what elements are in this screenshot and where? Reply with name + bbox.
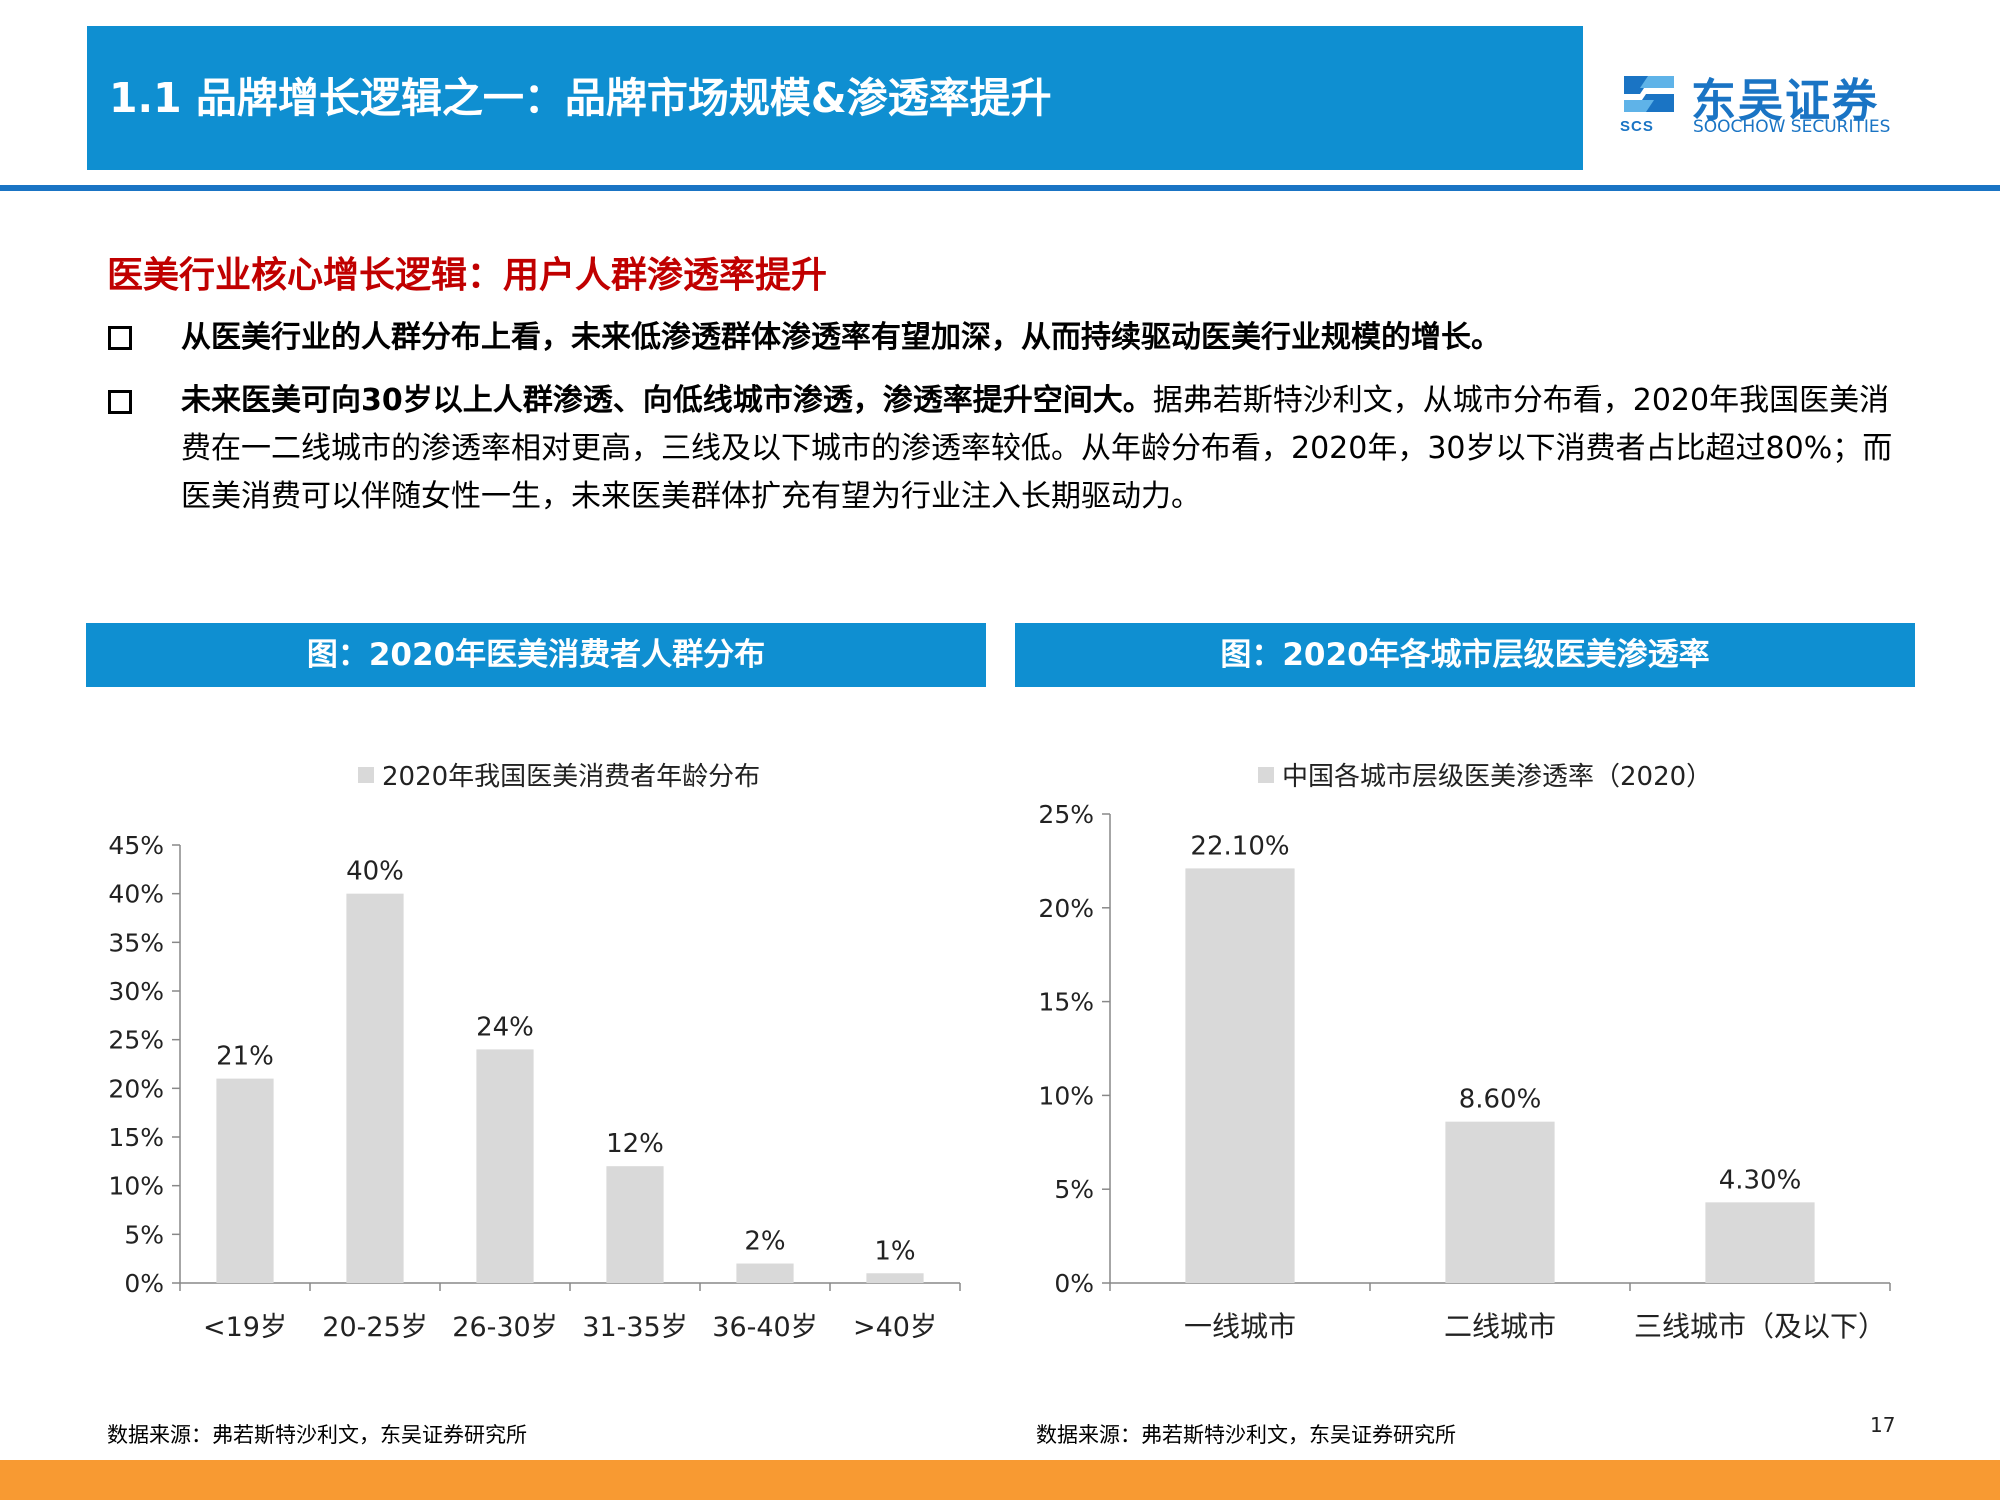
y-tick-label: 20% — [1038, 894, 1094, 923]
page-title: 1.1 品牌增长逻辑之一：品牌市场规模&渗透率提升 — [109, 74, 1052, 122]
x-category-label: 三线城市（及以下） — [1634, 1310, 1886, 1343]
x-category-label: 二线城市 — [1444, 1310, 1556, 1343]
y-tick-label: 25% — [108, 1026, 164, 1055]
age-distribution-chart: 2020年我国医美消费者年龄分布 0% 5% 10% 15% 20% 25% 30% 35% 40… — [108, 762, 961, 1343]
legend-swatch — [358, 767, 374, 783]
bar — [606, 1166, 664, 1283]
y-tick-label: 5% — [124, 1220, 164, 1249]
data-label: 21% — [216, 1042, 274, 1072]
x-category-label: 20-25岁 — [322, 1312, 427, 1343]
bar — [736, 1263, 794, 1283]
bullet-1-bold: 从医美行业的人群分布上看，未来低渗透群体渗透率有望加深，从而持续驱动医美行业规模… — [181, 320, 1501, 355]
data-label: 2% — [744, 1227, 785, 1257]
y-tick-label: 20% — [108, 1074, 164, 1103]
legend-swatch — [1258, 767, 1274, 783]
company-logo: SCS 东吴证券 SOOCHOW SECURITIES — [1618, 70, 1898, 137]
title-bar: 1.1 品牌增长逻辑之一：品牌市场规模&渗透率提升 — [87, 26, 1583, 170]
header-divider — [0, 185, 2000, 191]
checkbox-bullet-icon — [108, 326, 132, 350]
x-category-label: <19岁 — [203, 1312, 287, 1343]
city-penetration-chart: 中国各城市层级医美渗透率（2020） 0% 5% 10% 15% 20% 25% 22.10%… — [1038, 762, 1891, 1343]
y-tick-label: 45% — [108, 831, 164, 860]
y-tick-label: 0% — [1054, 1269, 1094, 1298]
y-tick-label: 10% — [1038, 1081, 1094, 1110]
logo-english-name: SOOCHOW SECURITIES — [1693, 117, 1891, 137]
section-heading: 医美行业核心增长逻辑：用户人群渗透率提升 — [107, 255, 828, 296]
x-category-label: 26-30岁 — [452, 1312, 557, 1343]
left-chart-header: 图：2020年医美消费者人群分布 — [86, 623, 986, 687]
y-tick-label: 0% — [124, 1269, 164, 1298]
x-category-label: >40岁 — [853, 1312, 937, 1343]
y-tick-label: 5% — [1054, 1175, 1094, 1204]
bar — [216, 1078, 274, 1283]
logo-chinese-name: 东吴证券 — [1691, 74, 1880, 127]
bar — [1185, 868, 1295, 1283]
data-label: 12% — [606, 1129, 664, 1159]
y-tick-label: 25% — [1038, 800, 1094, 829]
footer-bar — [0, 1460, 2000, 1500]
bar — [346, 893, 404, 1283]
page-number: 17 — [1870, 1413, 1896, 1437]
y-tick-label: 15% — [108, 1123, 164, 1152]
bullet-2-bold: 未来医美可向30岁以上人群渗透、向低线城市渗透，渗透率提升空间大。 — [181, 383, 1153, 418]
logo-abbr: SCS — [1620, 118, 1654, 135]
checkbox-bullet-icon — [108, 390, 132, 414]
data-label: 8.60% — [1459, 1085, 1542, 1115]
legend-label: 中国各城市层级医美渗透率（2020） — [1282, 762, 1712, 792]
data-label: 24% — [476, 1012, 534, 1042]
data-label: 22.10% — [1190, 831, 1289, 861]
y-tick-label: 10% — [108, 1172, 164, 1201]
data-label: 40% — [346, 857, 404, 887]
bar — [476, 1049, 534, 1283]
bar — [866, 1273, 924, 1283]
bullet-2-text: 据弗若斯特沙利文，从城市分布看，2020年我国医美消费在一二线城市的渗透率相对更… — [181, 383, 1893, 514]
left-source-note: 数据来源：弗若斯特沙利文，东吴证券研究所 — [107, 1423, 527, 1447]
bar — [1705, 1202, 1815, 1283]
bar — [1445, 1121, 1555, 1283]
data-label: 4.30% — [1719, 1165, 1802, 1195]
y-tick-label: 40% — [108, 880, 164, 909]
bullet-paragraph-2: 未来医美可向30岁以上人群渗透、向低线城市渗透，渗透率提升空间大。据弗若斯特沙利… — [181, 377, 1901, 521]
y-tick-label: 30% — [108, 977, 164, 1006]
logo-mark-icon — [1624, 76, 1674, 112]
bullet-paragraph-1: 从医美行业的人群分布上看，未来低渗透群体渗透率有望加深，从而持续驱动医美行业规模… — [181, 314, 1901, 362]
y-tick-label: 35% — [108, 928, 164, 957]
x-category-label: 一线城市 — [1184, 1310, 1296, 1343]
legend-label: 2020年我国医美消费者年龄分布 — [382, 762, 760, 792]
x-category-label: 36-40岁 — [712, 1312, 817, 1343]
right-source-note: 数据来源：弗若斯特沙利文，东吴证券研究所 — [1036, 1423, 1456, 1447]
x-category-label: 31-35岁 — [582, 1312, 687, 1343]
data-label: 1% — [874, 1236, 915, 1266]
y-tick-label: 15% — [1038, 988, 1094, 1017]
right-chart-header: 图：2020年各城市层级医美渗透率 — [1015, 623, 1915, 687]
